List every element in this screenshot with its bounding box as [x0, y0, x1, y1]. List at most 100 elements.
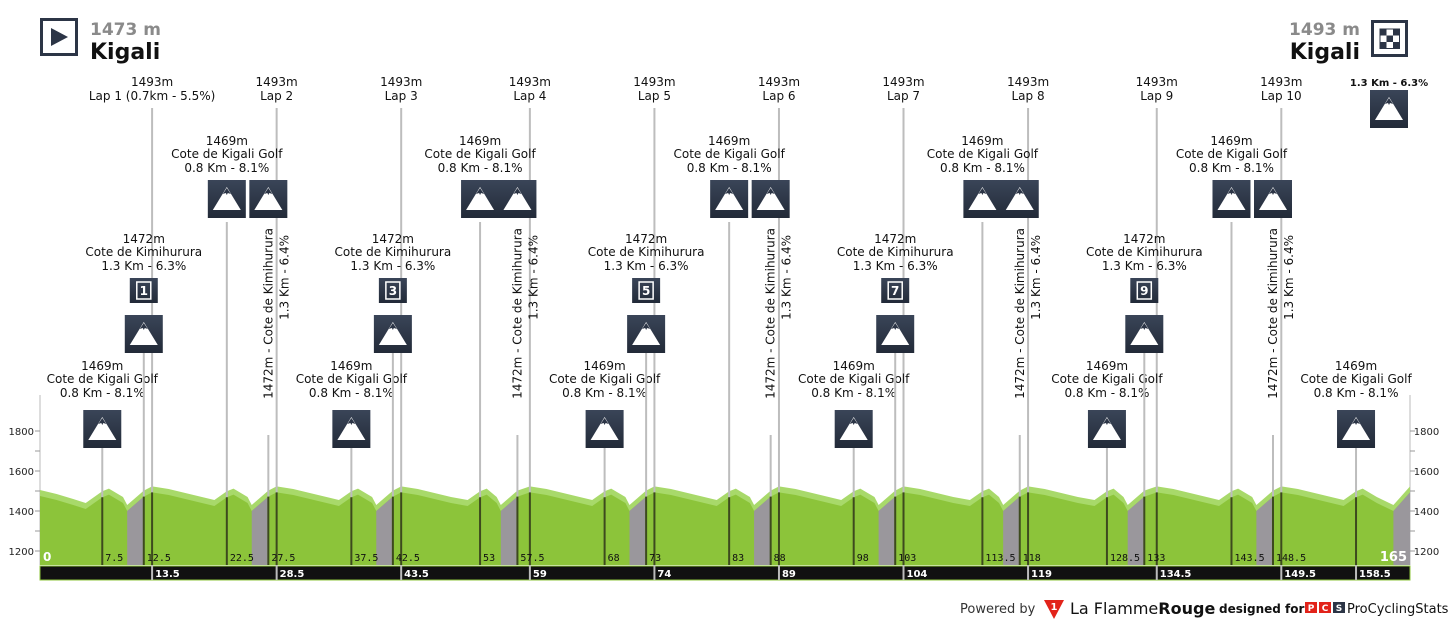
climb-name: Cote de Kimihurura: [588, 245, 705, 259]
climb-detail: 0.8 Km - 8.1%: [940, 161, 1025, 175]
mountain-peak: [600, 418, 609, 425]
climb-name: Cote de Kigali Golf: [1176, 147, 1288, 161]
climb-altitude: 1472m: [123, 232, 165, 246]
mountain-peak: [476, 188, 485, 195]
climb-label-vertical: 1472m - Cote de Kimihurura: [510, 228, 524, 399]
climb-detail: 1.3 Km - 6.3%: [604, 259, 689, 273]
pcs-logo-box: [1319, 602, 1331, 613]
climb-name: Cote de Kigali Golf: [674, 147, 786, 161]
powered-by-text: Powered by: [960, 602, 1036, 617]
checker-cell: [1393, 42, 1400, 49]
mountain-shape: [632, 322, 661, 345]
km-label: 128.5: [1110, 553, 1140, 564]
lap-label: Lap 3: [385, 89, 418, 103]
climb-number: 1: [140, 284, 148, 298]
lap-altitude: 1493m: [758, 75, 800, 89]
km-label: 7.5: [105, 553, 123, 564]
climb-label-vertical: 1472m - Cote de Kimihurura: [1266, 228, 1280, 399]
mountain-icon: [751, 180, 790, 218]
lap-altitude: 1493m: [131, 75, 173, 89]
climb-segment: [1003, 496, 1020, 565]
mountain-icon: [585, 410, 624, 448]
climb-label-vertical: 1472m - Cote de Kimihurura: [261, 228, 275, 399]
finish-checkered-icon: [1371, 20, 1408, 57]
y-tick-label: 1600: [1414, 467, 1439, 478]
checker-cell: [1386, 35, 1393, 42]
climb-detail: 0.8 Km - 8.1%: [438, 161, 523, 175]
mountain-shape: [337, 417, 366, 440]
checker-cell: [1386, 29, 1393, 36]
checker-cell: [1380, 42, 1387, 49]
km-label: 143.5: [1234, 553, 1264, 564]
finish-city: Kigali: [1290, 40, 1360, 65]
climb-altitude: 1469m: [833, 359, 875, 373]
y-tick-label: 1200: [1414, 547, 1439, 558]
y-tick-label: 1600: [9, 467, 34, 478]
mountain-icon: [461, 180, 500, 218]
mountain-shape: [503, 187, 532, 210]
mountain-shape: [212, 187, 241, 210]
climb-altitude: 1472m: [1123, 232, 1165, 246]
climb-detail: 0.8 Km - 8.1%: [1314, 386, 1399, 400]
mountain-shape: [1259, 187, 1287, 210]
mountain-peak: [1385, 98, 1393, 105]
climb-segment: [127, 496, 144, 565]
climb-segment: [1256, 496, 1273, 565]
climb-altitude: 1469m: [81, 359, 123, 373]
lap-label: Lap 1 (0.7km - 5.5%): [89, 89, 215, 103]
lap-altitude: 1493m: [509, 75, 551, 89]
climb-detail: 1.3 Km - 6.3%: [101, 259, 186, 273]
climb-detail-vertical: 1.3 Km - 6.4%: [1282, 235, 1296, 320]
km-label-bar: 104: [907, 569, 928, 580]
climb-number: 9: [1140, 284, 1148, 298]
climb-name: Cote de Kigali Golf: [927, 147, 1039, 161]
start-altitude: 1473 m: [90, 20, 161, 40]
climb-detail: 0.8 Km - 8.1%: [309, 386, 394, 400]
pcs-name: ProCyclingStats: [1347, 602, 1449, 617]
km-label-start: 0: [43, 550, 51, 564]
lap-label: Lap 5: [638, 89, 671, 103]
climb-segment: [878, 496, 896, 565]
mountain-shape: [88, 417, 117, 440]
climb-detail: 0.8 Km - 8.1%: [60, 386, 145, 400]
km-label-bar: 13.5: [155, 569, 180, 580]
mountain-peak: [849, 418, 858, 425]
pcs-logo-box: [1305, 602, 1317, 613]
mountain-shape: [466, 187, 495, 210]
lap-label: Lap 10: [1261, 89, 1302, 103]
climb-detail: 0.8 Km - 8.1%: [1064, 386, 1149, 400]
km-label: 53: [483, 553, 495, 564]
climb-altitude: 1469m: [1086, 359, 1128, 373]
lap-altitude: 1493m: [633, 75, 675, 89]
mountain-peak: [891, 323, 900, 330]
mountain-shape: [1092, 417, 1121, 440]
mountain-icon: [834, 410, 873, 448]
mountain-shape: [1342, 417, 1371, 440]
mountain-shape: [254, 187, 283, 210]
mountain-icon: [373, 315, 412, 353]
logo-number: 1: [1051, 602, 1058, 613]
climb-name: Cote de Kimihurura: [1086, 245, 1203, 259]
climb-detail: 0.8 Km - 8.1%: [1189, 161, 1274, 175]
checker-cell: [1393, 35, 1400, 42]
mountain-icon: [249, 180, 288, 218]
mountain-shape: [129, 322, 158, 345]
checker-cell: [1380, 35, 1387, 42]
climb-segment: [754, 496, 771, 565]
climb-name: Cote de Kigali Golf: [1300, 372, 1412, 386]
climb-segment: [251, 496, 269, 565]
km-label-bar: 158.5: [1359, 569, 1391, 580]
climb-segment: [1393, 492, 1410, 565]
climb-altitude: 1472m: [874, 232, 916, 246]
mountain-shape: [715, 187, 744, 210]
mountain-peak: [1352, 418, 1361, 425]
climb-altitude: 1472m: [372, 232, 414, 246]
climb-detail-vertical: 1.3 Km - 6.4%: [780, 235, 794, 320]
climb-number-badge-border: [1136, 281, 1153, 300]
climb-altitude: 1469m: [961, 134, 1003, 148]
mountain-icon: [498, 180, 537, 218]
climb-detail: 1.3 Km - 6.3%: [350, 259, 435, 273]
mountain-icon: [207, 180, 246, 218]
lap-altitude: 1493m: [380, 75, 422, 89]
